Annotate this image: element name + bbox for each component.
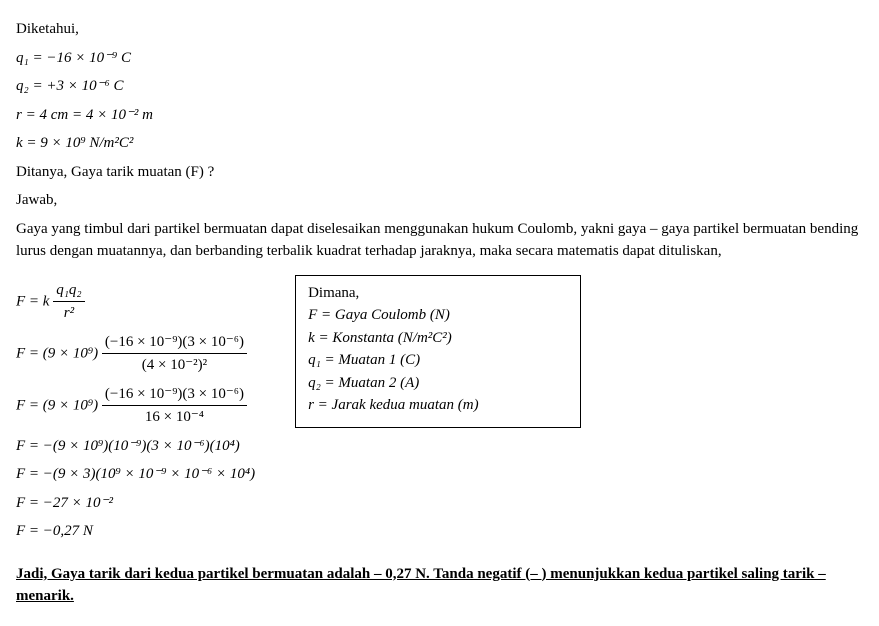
explanation-text: Gaya yang timbul dari partikel bermuatan… [16, 218, 863, 263]
step1: F = (9 × 10⁹) (−16 × 10⁻⁹)(3 × 10⁻⁶) (4 … [16, 331, 255, 377]
step5: F = −27 × 10⁻² [16, 492, 255, 515]
eq-r: r = 4 cm = 4 × 10⁻² m [16, 104, 863, 127]
legend-k: k = Konstanta (N/m²C²) [308, 327, 568, 350]
formula-main: F = k q₁q₂ r² [16, 279, 255, 325]
step1-lhs: F = (9 × 10⁹) [16, 345, 98, 361]
legend-q2: q₂ = Muatan 2 (A) [308, 372, 568, 395]
step1-frac: (−16 × 10⁻⁹)(3 × 10⁻⁶) (4 × 10⁻²)² [102, 331, 247, 377]
legend-r: r = Jarak kedua muatan (m) [308, 394, 568, 417]
step2-den: 16 × 10⁻⁴ [102, 405, 247, 429]
step3: F = −(9 × 10⁹)(10⁻⁹)(3 × 10⁻⁶)(10⁴) [16, 435, 255, 458]
legend-box: Dimana, F = Gaya Coulomb (N) k = Konstan… [295, 275, 581, 428]
step2: F = (9 × 10⁹) (−16 × 10⁻⁹)(3 × 10⁻⁶) 16 … [16, 383, 255, 429]
formula-frac: q₁q₂ r² [53, 279, 84, 325]
step1-num: (−16 × 10⁻⁹)(3 × 10⁻⁶) [102, 331, 247, 354]
label-answer: Jawab, [16, 189, 863, 212]
label-given: Diketahui, [16, 18, 863, 41]
step6: F = −0,27 N [16, 520, 255, 543]
eq-q1: q₁ = −16 × 10⁻⁹ C [16, 47, 863, 70]
conclusion-text: Jadi, Gaya tarik dari kedua partikel ber… [16, 563, 863, 608]
formula-den: r² [53, 301, 84, 325]
eq-q2: q₂ = +3 × 10⁻⁶ C [16, 75, 863, 98]
eq-k: k = 9 × 10⁹ N/m²C² [16, 132, 863, 155]
formula-num: q₁q₂ [53, 279, 84, 302]
step2-lhs: F = (9 × 10⁹) [16, 397, 98, 413]
step4: F = −(9 × 3)(10⁹ × 10⁻⁹ × 10⁻⁶ × 10⁴) [16, 463, 255, 486]
step2-frac: (−16 × 10⁻⁹)(3 × 10⁻⁶) 16 × 10⁻⁴ [102, 383, 247, 429]
derivation-column: F = k q₁q₂ r² F = (9 × 10⁹) (−16 × 10⁻⁹)… [16, 273, 255, 549]
legend-f: F = Gaya Coulomb (N) [308, 304, 568, 327]
step2-num: (−16 × 10⁻⁹)(3 × 10⁻⁶) [102, 383, 247, 406]
label-asked: Ditanya, Gaya tarik muatan (F) ? [16, 161, 863, 184]
legend-title: Dimana, [308, 282, 568, 305]
legend-q1: q₁ = Muatan 1 (C) [308, 349, 568, 372]
formula-lhs: F = k [16, 293, 49, 309]
step1-den: (4 × 10⁻²)² [102, 353, 247, 377]
